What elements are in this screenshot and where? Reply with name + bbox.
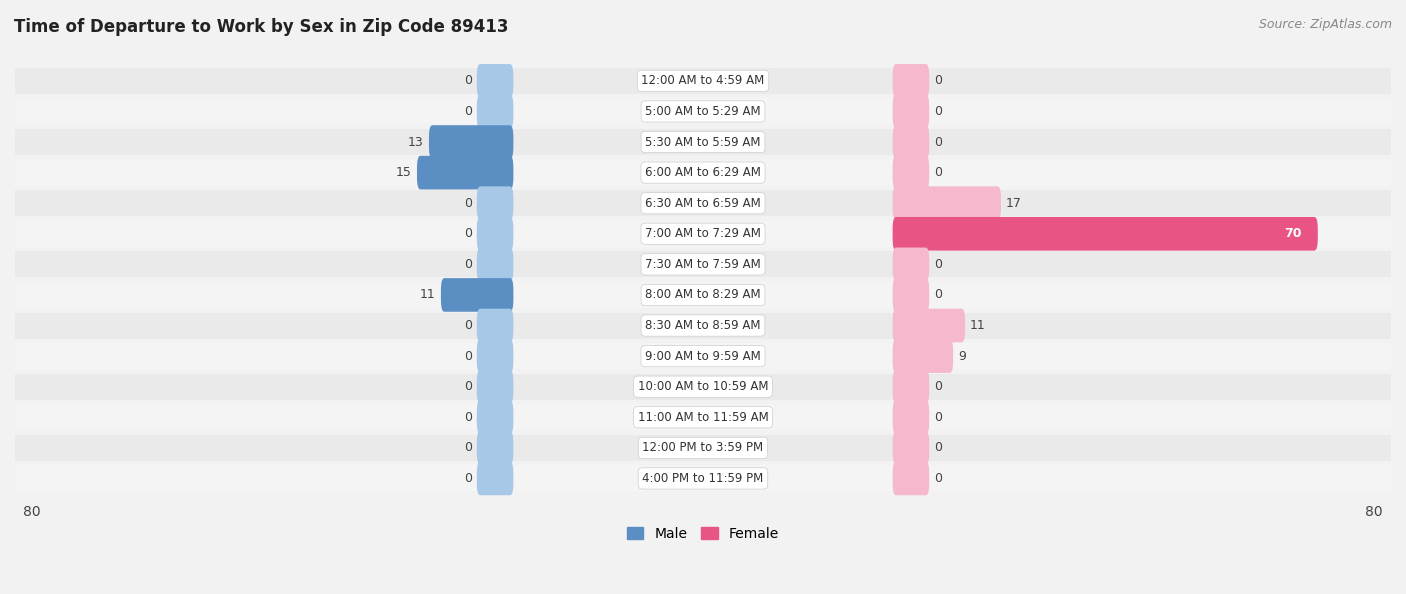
- Bar: [15, 68, 1391, 94]
- Text: 0: 0: [464, 472, 472, 485]
- FancyBboxPatch shape: [893, 462, 929, 495]
- Text: 9:00 AM to 9:59 AM: 9:00 AM to 9:59 AM: [645, 350, 761, 362]
- FancyBboxPatch shape: [893, 187, 1001, 220]
- Text: 8:30 AM to 8:59 AM: 8:30 AM to 8:59 AM: [645, 319, 761, 332]
- FancyBboxPatch shape: [477, 217, 513, 251]
- Text: 11:00 AM to 11:59 AM: 11:00 AM to 11:59 AM: [638, 411, 768, 424]
- Text: 13: 13: [408, 135, 425, 148]
- FancyBboxPatch shape: [418, 156, 513, 189]
- Text: 0: 0: [934, 258, 942, 271]
- FancyBboxPatch shape: [477, 64, 513, 97]
- Bar: [15, 282, 1391, 308]
- Text: Time of Departure to Work by Sex in Zip Code 89413: Time of Departure to Work by Sex in Zip …: [14, 18, 509, 36]
- FancyBboxPatch shape: [893, 94, 929, 128]
- Legend: Male, Female: Male, Female: [621, 521, 785, 546]
- Text: 12:00 PM to 3:59 PM: 12:00 PM to 3:59 PM: [643, 441, 763, 454]
- Text: 7:00 AM to 7:29 AM: 7:00 AM to 7:29 AM: [645, 228, 761, 241]
- Text: 0: 0: [934, 411, 942, 424]
- Text: 0: 0: [934, 166, 942, 179]
- FancyBboxPatch shape: [477, 431, 513, 465]
- Text: 0: 0: [464, 197, 472, 210]
- Bar: [15, 343, 1391, 369]
- FancyBboxPatch shape: [477, 400, 513, 434]
- FancyBboxPatch shape: [893, 217, 1317, 251]
- Text: 0: 0: [464, 105, 472, 118]
- Text: 0: 0: [464, 380, 472, 393]
- FancyBboxPatch shape: [477, 248, 513, 281]
- Text: 5:00 AM to 5:29 AM: 5:00 AM to 5:29 AM: [645, 105, 761, 118]
- FancyBboxPatch shape: [893, 431, 929, 465]
- Text: 0: 0: [934, 135, 942, 148]
- FancyBboxPatch shape: [477, 462, 513, 495]
- FancyBboxPatch shape: [893, 370, 929, 403]
- Text: 6:30 AM to 6:59 AM: 6:30 AM to 6:59 AM: [645, 197, 761, 210]
- Bar: [15, 160, 1391, 185]
- Bar: [15, 99, 1391, 125]
- Text: 15: 15: [396, 166, 412, 179]
- FancyBboxPatch shape: [893, 64, 929, 97]
- Bar: [15, 129, 1391, 155]
- Text: 0: 0: [464, 74, 472, 87]
- FancyBboxPatch shape: [893, 309, 965, 342]
- Bar: [15, 405, 1391, 430]
- Text: 0: 0: [934, 74, 942, 87]
- Text: 70: 70: [1284, 228, 1302, 241]
- Bar: [15, 312, 1391, 339]
- Text: 0: 0: [464, 319, 472, 332]
- Text: 0: 0: [464, 228, 472, 241]
- FancyBboxPatch shape: [477, 339, 513, 373]
- FancyBboxPatch shape: [477, 309, 513, 342]
- Text: 0: 0: [464, 411, 472, 424]
- FancyBboxPatch shape: [429, 125, 513, 159]
- FancyBboxPatch shape: [441, 278, 513, 312]
- Bar: [15, 374, 1391, 400]
- FancyBboxPatch shape: [893, 156, 929, 189]
- Text: 7:30 AM to 7:59 AM: 7:30 AM to 7:59 AM: [645, 258, 761, 271]
- Text: 0: 0: [464, 350, 472, 362]
- Bar: [15, 190, 1391, 216]
- Text: 0: 0: [464, 258, 472, 271]
- FancyBboxPatch shape: [893, 278, 929, 312]
- Text: 12:00 AM to 4:59 AM: 12:00 AM to 4:59 AM: [641, 74, 765, 87]
- Bar: [15, 251, 1391, 277]
- Text: 0: 0: [934, 441, 942, 454]
- FancyBboxPatch shape: [477, 187, 513, 220]
- Text: 0: 0: [934, 105, 942, 118]
- Text: 4:00 PM to 11:59 PM: 4:00 PM to 11:59 PM: [643, 472, 763, 485]
- Text: 11: 11: [970, 319, 986, 332]
- Text: 6:00 AM to 6:29 AM: 6:00 AM to 6:29 AM: [645, 166, 761, 179]
- Bar: [15, 466, 1391, 491]
- FancyBboxPatch shape: [477, 94, 513, 128]
- Text: 10:00 AM to 10:59 AM: 10:00 AM to 10:59 AM: [638, 380, 768, 393]
- FancyBboxPatch shape: [893, 400, 929, 434]
- FancyBboxPatch shape: [893, 248, 929, 281]
- Text: 17: 17: [1005, 197, 1022, 210]
- Bar: [15, 435, 1391, 461]
- Text: 0: 0: [934, 472, 942, 485]
- FancyBboxPatch shape: [893, 125, 929, 159]
- Text: 0: 0: [934, 380, 942, 393]
- Text: 8:00 AM to 8:29 AM: 8:00 AM to 8:29 AM: [645, 289, 761, 301]
- Text: 0: 0: [464, 441, 472, 454]
- Text: 9: 9: [957, 350, 966, 362]
- Text: 5:30 AM to 5:59 AM: 5:30 AM to 5:59 AM: [645, 135, 761, 148]
- Text: 0: 0: [934, 289, 942, 301]
- Text: 11: 11: [420, 289, 436, 301]
- FancyBboxPatch shape: [477, 370, 513, 403]
- FancyBboxPatch shape: [893, 339, 953, 373]
- Text: Source: ZipAtlas.com: Source: ZipAtlas.com: [1258, 18, 1392, 31]
- Bar: [15, 221, 1391, 247]
